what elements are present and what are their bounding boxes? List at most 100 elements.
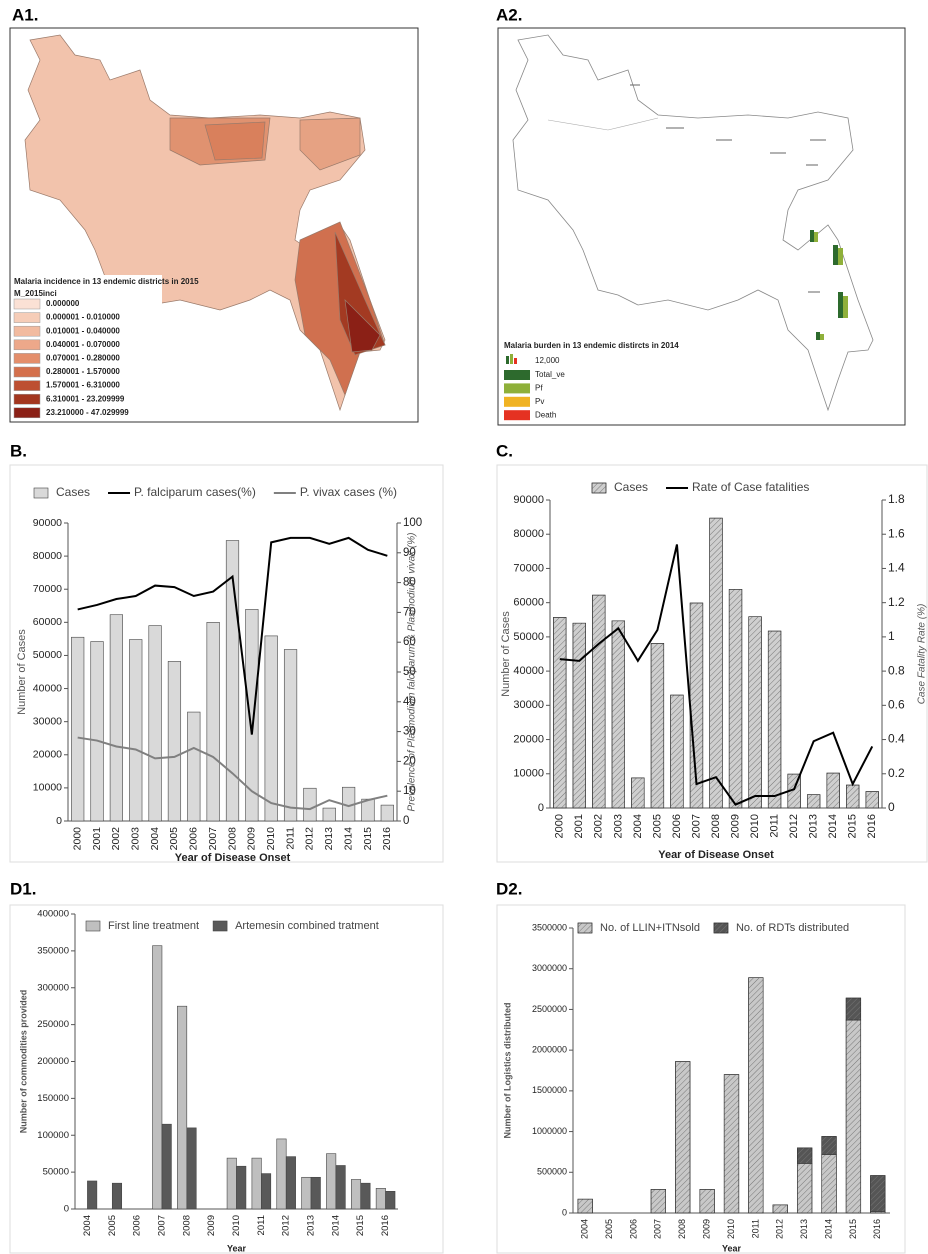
x-tick-label: 2007 — [156, 1215, 167, 1236]
x-tick-label: 2008 — [181, 1215, 192, 1236]
bar-hatch — [767, 630, 782, 809]
x-tick-label: 2005 — [604, 1219, 614, 1239]
bar-hatch — [748, 977, 764, 1214]
bar — [276, 1138, 287, 1210]
bar — [380, 804, 394, 822]
legend-label: Death — [535, 410, 556, 419]
y-tick-label: 0 — [56, 815, 62, 827]
x-tick-label: 2007 — [653, 1219, 663, 1239]
legend-label: P. vivax cases (%) — [300, 485, 397, 499]
bar — [148, 625, 162, 822]
y-tick-label: 10000 — [513, 768, 544, 780]
y-tick-label: 400000 — [37, 909, 69, 920]
y-tick-label: 70000 — [513, 562, 544, 574]
bar — [264, 635, 278, 822]
y-axis-label: Number of Logistics distributed — [502, 1002, 512, 1138]
bar-hatch — [670, 694, 684, 809]
y-axis-label: Number of Cases — [500, 611, 512, 697]
bar-hatch — [611, 620, 625, 809]
bar-hatch — [572, 622, 586, 809]
y-tick-label: 10000 — [33, 782, 62, 794]
bar-hatch — [865, 791, 879, 809]
y-tick-label: 60000 — [513, 597, 544, 609]
y-tick-label: 200000 — [37, 1056, 69, 1067]
x-tick-label: 2005 — [651, 814, 663, 838]
bar — [186, 1127, 197, 1210]
y2-tick-label: 0.6 — [888, 698, 905, 712]
legend-swatch — [504, 410, 530, 421]
bar — [167, 661, 182, 822]
x-tick-label: 2008 — [710, 814, 722, 838]
y-tick-label: 300000 — [37, 982, 69, 993]
y-tick-label: 150000 — [37, 1093, 69, 1104]
x-tick-label: 2010 — [231, 1215, 242, 1236]
y2-tick-label: 10 — [403, 785, 416, 797]
legend-label: Cases — [614, 480, 648, 494]
x-tick-label: 2007 — [207, 827, 219, 851]
y2-tick-label: 80 — [403, 577, 416, 589]
x-axis-label: Year of Disease Onset — [658, 849, 774, 861]
bar-hatch — [592, 594, 606, 809]
panel-label: D2. — [496, 879, 522, 898]
x-tick-label: 2015 — [847, 814, 859, 838]
legend-label: Total_ve — [535, 370, 565, 379]
legend-icon — [506, 356, 509, 364]
panel-label: A1. — [12, 5, 38, 24]
bar — [285, 1156, 296, 1210]
x-tick-label: 2013 — [306, 1215, 317, 1236]
x-tick-label: 2015 — [355, 1215, 366, 1236]
y-tick-label: 250000 — [37, 1019, 69, 1030]
line — [77, 736, 388, 811]
bar — [283, 649, 298, 822]
bar — [360, 1182, 371, 1210]
legend-label: 1.570001 - 6.310000 — [46, 381, 120, 390]
legend-label: 23.210000 - 47.029999 — [46, 408, 129, 417]
x-tick-label: 2006 — [671, 814, 683, 838]
legend-label: 0.000000 — [46, 299, 80, 308]
map-legend-scale: 12,000 — [535, 356, 560, 365]
legend-swatch — [13, 325, 41, 337]
legend-swatch — [33, 487, 49, 499]
y2-tick-label: 0.4 — [888, 732, 905, 746]
y-tick-label: 90000 — [513, 494, 544, 506]
bar-hatch — [772, 1204, 788, 1214]
x-tick-label: 2014 — [342, 827, 354, 851]
x-tick-label: 2000 — [71, 827, 83, 851]
legend-swatch — [504, 383, 530, 394]
y-tick-label: 1500000 — [532, 1085, 567, 1095]
line — [77, 536, 388, 735]
y2-tick-label: 60 — [403, 636, 416, 648]
bar — [350, 1179, 362, 1210]
y-tick-label: 40000 — [33, 682, 62, 694]
bar — [335, 1165, 346, 1210]
x-axis-label: Year of Disease Onset — [175, 852, 291, 864]
bar — [322, 807, 336, 822]
bar — [225, 540, 240, 822]
legend-swatch — [13, 393, 41, 405]
y-tick-label: 20000 — [513, 733, 544, 745]
legend-icon — [510, 354, 513, 364]
x-tick-label: 2015 — [362, 827, 374, 851]
legend-label: Pv — [535, 397, 544, 406]
y-axis-label: Number of commodities provided — [18, 990, 28, 1134]
bar-hatch — [821, 1136, 837, 1155]
legend-icon — [514, 358, 517, 364]
x-tick-label: 2006 — [628, 1219, 638, 1239]
legend-label: 0.010001 - 0.040000 — [46, 326, 120, 335]
panel-label: D1. — [10, 879, 36, 898]
panel-label: A2. — [496, 5, 522, 24]
bar — [226, 1157, 237, 1210]
bar — [109, 614, 123, 822]
x-tick-label: 2010 — [265, 827, 277, 851]
bar — [129, 639, 143, 822]
bar-hatch — [806, 794, 821, 809]
chart-frame — [9, 464, 444, 863]
bar-hatch — [709, 517, 723, 809]
map-legend-title: Malaria burden in 13 endemic distircts i… — [504, 341, 679, 350]
bar — [90, 641, 104, 822]
y-tick-label: 500000 — [537, 1167, 567, 1177]
y-tick-label: 0 — [562, 1207, 567, 1217]
bar — [187, 711, 201, 822]
map-legend-title: Malaria incidence in 13 endemic district… — [14, 277, 199, 286]
